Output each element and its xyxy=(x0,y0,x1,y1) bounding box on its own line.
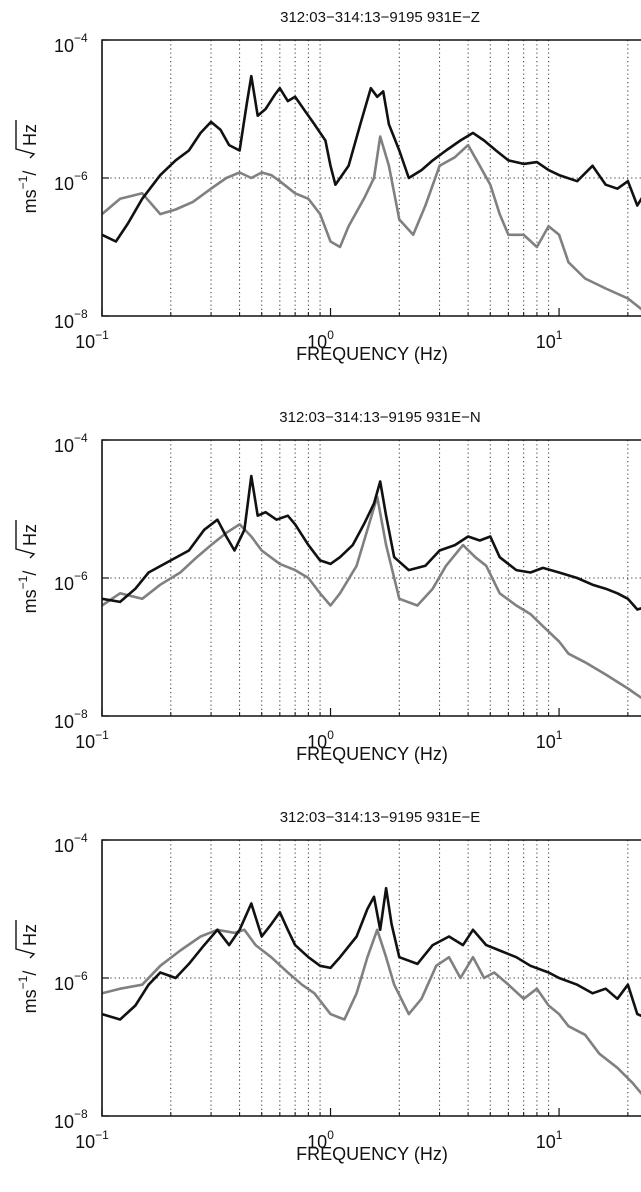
y-tick-label: 10−8 xyxy=(54,1107,88,1132)
svg-text:ms−1/: ms−1/ xyxy=(16,571,40,614)
x-tick-label: 100 xyxy=(307,1128,334,1152)
y-tick-label: 10−8 xyxy=(54,707,88,732)
series-line-black xyxy=(102,74,641,243)
y-tick-label: 10−8 xyxy=(54,307,88,332)
svg-text:ms−1/: ms−1/ xyxy=(16,171,40,214)
y-axis-label: ms−1/Hz xyxy=(15,920,40,1014)
y-tick-label: 10−6 xyxy=(54,969,88,994)
chart-title: 312:03−314:13−9195 931E−E xyxy=(280,809,481,826)
spectrum-panel-n: 312:03−314:13−9195 931E−N 10−1 100 101 10−4 1… xyxy=(0,400,641,790)
svg-text:Hz: Hz xyxy=(20,924,40,946)
x-axis-label: FREQUENCY (Hz) xyxy=(296,344,448,364)
y-tick-label: 10−4 xyxy=(54,831,88,856)
x-tick-label: 101 xyxy=(536,728,563,752)
spectrum-panel-z: 312:03−314:13−9195 931E−Z 10−1 100 101 10−4 1… xyxy=(0,0,641,390)
x-tick-label: 10−1 xyxy=(75,328,109,352)
chart-svg: 312:03−314:13−9195 931E−N 10−1 100 101 10−4 1… xyxy=(15,409,641,764)
x-tick-label: 101 xyxy=(536,1128,563,1152)
grid-lines xyxy=(102,840,641,1116)
x-tick-label: 10−1 xyxy=(75,1128,109,1152)
y-tick-label: 10−4 xyxy=(54,31,88,56)
y-tick-label: 10−6 xyxy=(54,169,88,194)
spectrum-panel-e: 312:03−314:13−9195 931E−E 10−1 100 101 10−4 1… xyxy=(0,800,641,1190)
x-tick-label: 100 xyxy=(307,728,334,752)
series-line-black xyxy=(102,474,641,611)
series-line-gray xyxy=(102,135,641,311)
chart-svg: 312:03−314:13−9195 931E−Z 10−1 100 101 10−4 1… xyxy=(15,9,641,364)
chart-title: 312:03−314:13−9195 931E−Z xyxy=(280,9,480,26)
y-tick-label: 10−4 xyxy=(54,431,88,456)
x-axis-label: FREQUENCY (Hz) xyxy=(296,744,448,764)
series-line-gray xyxy=(102,495,641,700)
x-tick-label: 100 xyxy=(307,328,334,352)
sqrt-symbol xyxy=(15,520,36,559)
series-line-black xyxy=(102,886,641,1021)
grid-lines xyxy=(102,40,641,316)
chart-title: 312:03−314:13−9195 931E−N xyxy=(279,409,480,426)
x-tick-label: 101 xyxy=(536,328,563,352)
grid-lines xyxy=(102,440,641,716)
chart-svg: 312:03−314:13−9195 931E−E 10−1 100 101 10−4 1… xyxy=(15,809,641,1164)
sqrt-symbol xyxy=(15,120,36,159)
svg-text:Hz: Hz xyxy=(20,524,40,546)
y-axis-label: ms−1/Hz xyxy=(15,120,40,214)
y-axis-label: ms−1/Hz xyxy=(15,520,40,614)
svg-text:ms−1/: ms−1/ xyxy=(16,971,40,1014)
series-line-gray xyxy=(102,928,641,1096)
sqrt-symbol xyxy=(15,920,36,959)
svg-text:Hz: Hz xyxy=(20,124,40,146)
x-tick-label: 10−1 xyxy=(75,728,109,752)
y-tick-label: 10−6 xyxy=(54,569,88,594)
x-axis-label: FREQUENCY (Hz) xyxy=(296,1144,448,1164)
